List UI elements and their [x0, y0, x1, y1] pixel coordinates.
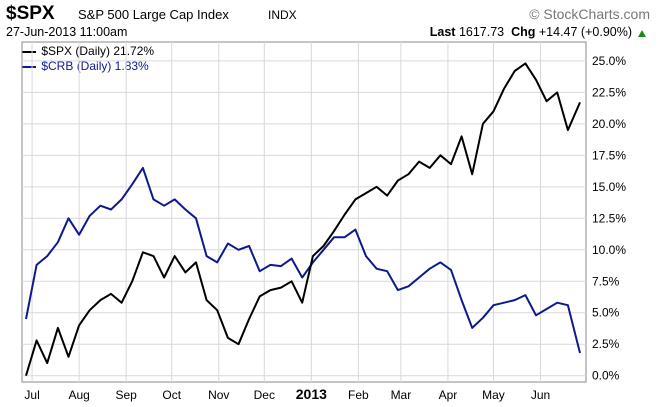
up-arrow-icon — [638, 30, 646, 37]
index-name: S&P 500 Large Cap Index — [78, 7, 229, 22]
y-tick-label: 5.0% — [592, 306, 620, 320]
x-tick-label: Apr — [439, 388, 458, 402]
plot-frame — [21, 41, 587, 383]
y-tick-label: 17.5% — [592, 148, 626, 162]
y-tick-label: 2.5% — [592, 337, 620, 351]
grid-layer — [22, 42, 586, 382]
x-tick-label: Feb — [348, 388, 369, 402]
x-tick-labels: Jul Aug Sep Oct Nov Dec 2013 Feb Mar Apr May Jun — [24, 386, 550, 402]
ticker-symbol: $SPX — [6, 3, 55, 24]
y-tick-label: 12.5% — [592, 211, 626, 225]
legend-label-crb: $CRB (Daily) 1.83% — [41, 59, 149, 73]
x-tick-label: Sep — [115, 388, 137, 402]
legend-item-crb: $CRB (Daily) 1.83% — [22, 59, 149, 73]
series-line-0 — [25, 62, 581, 376]
y-tick-label: 0.0% — [592, 369, 620, 383]
legend-swatch-crb — [22, 65, 36, 68]
quote-summary: Last 1617.73 Chg +14.47 (+0.90%) — [430, 25, 632, 39]
y-tick-labels: 0.0% 2.5% 5.0% 7.5% 10.0% 12.5% 15.0% 17.5% 20.0… — [592, 54, 626, 383]
chart-datetime: 27-Jun-2013 11:00am — [6, 25, 128, 39]
y-tick-label: 7.5% — [592, 274, 620, 288]
legend-swatch-spx — [22, 50, 36, 53]
chg-value: +14.47 (+0.90%) — [538, 25, 632, 39]
y-tick-label: 15.0% — [592, 180, 626, 194]
x-tick-label: 2013 — [296, 386, 327, 402]
exchange-code: INDX — [268, 8, 297, 22]
x-tick-label: Mar — [391, 388, 412, 402]
last-value: 1617.73 — [458, 25, 505, 39]
x-tick-label: Nov — [208, 388, 229, 402]
x-tick-label: Jul — [24, 388, 39, 402]
x-tick-label: Oct — [162, 388, 181, 402]
series-layer — [25, 62, 581, 376]
y-tick-label: 25.0% — [592, 54, 626, 68]
x-tick-label: Aug — [68, 388, 89, 402]
y-tick-label: 20.0% — [592, 117, 626, 131]
y-tick-label: 10.0% — [592, 243, 626, 257]
brand-watermark: © StockCharts.com — [529, 6, 650, 22]
chg-label: Chg — [511, 25, 536, 39]
last-label: Last — [429, 25, 456, 39]
x-tick-label: Jun — [531, 388, 550, 402]
series-line-1 — [25, 166, 581, 354]
x-tick-label: Dec — [254, 388, 275, 402]
x-tick-label: May — [482, 388, 505, 402]
y-tick-label: 22.5% — [592, 85, 626, 99]
